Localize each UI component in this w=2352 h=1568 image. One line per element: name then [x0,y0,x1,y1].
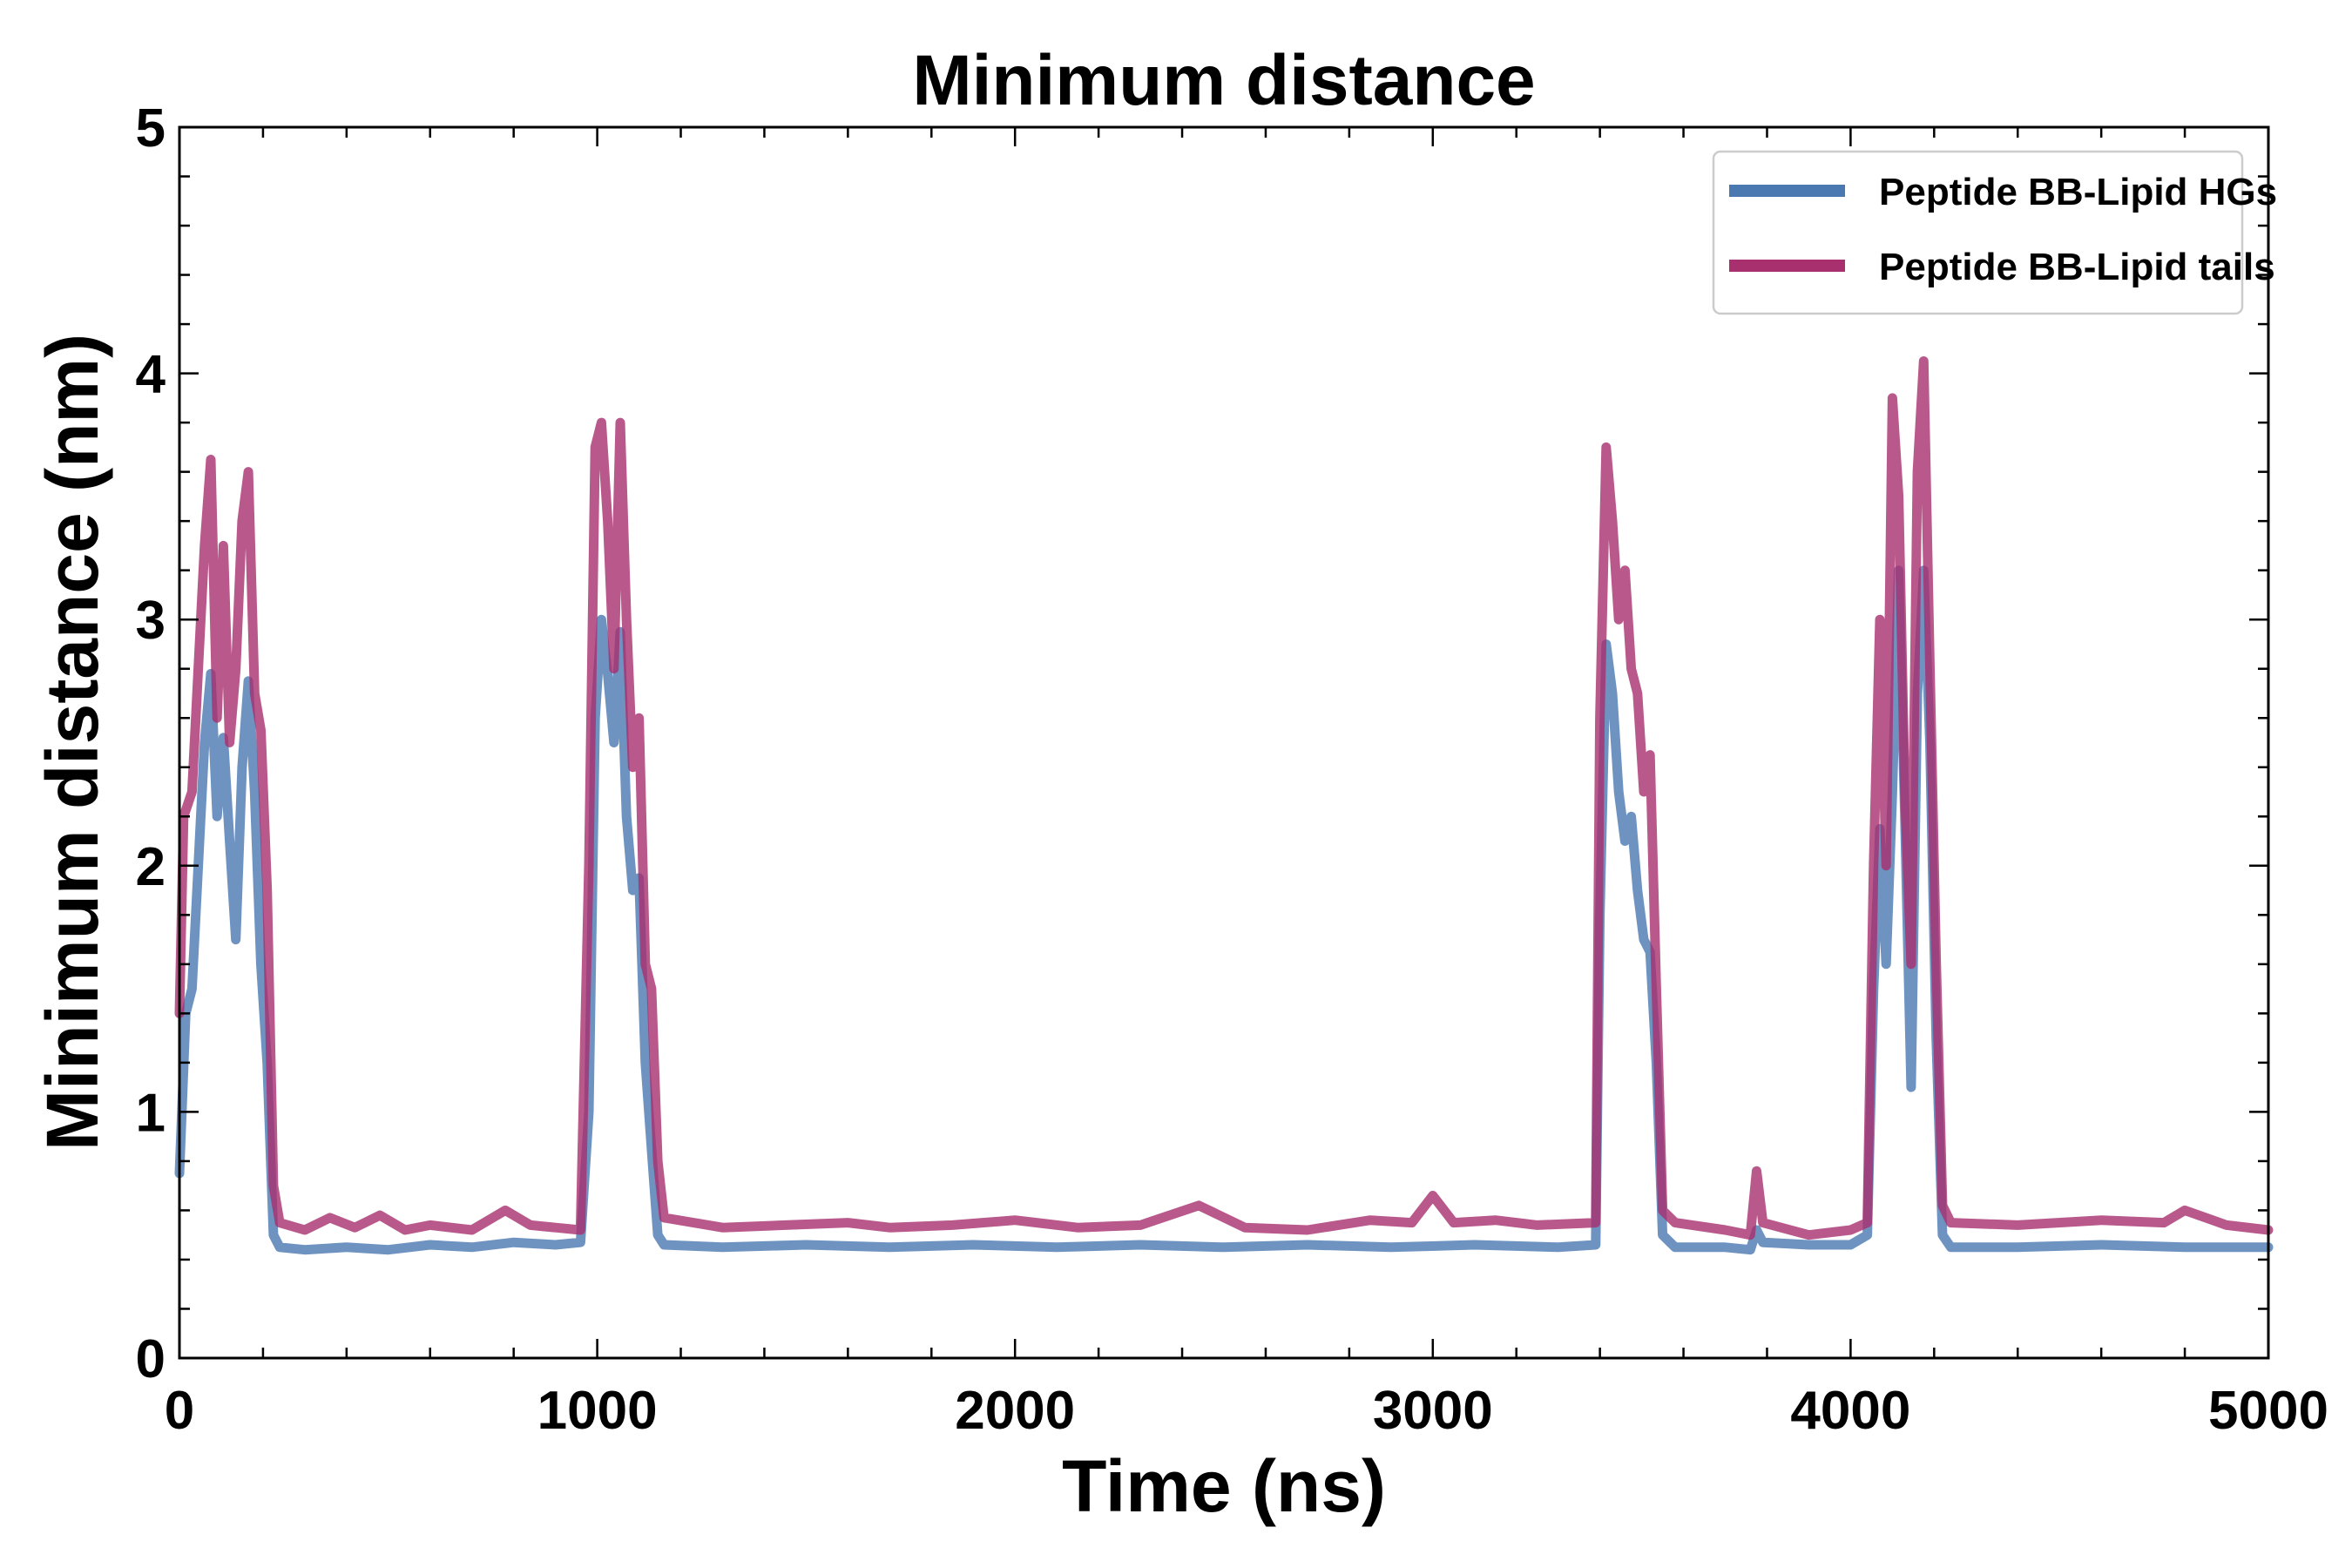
legend-frame [1712,150,2244,315]
y-tick-label: 0 [136,1329,166,1389]
x-tick-label: 3000 [1373,1381,1493,1441]
legend-label-tails: Peptide BB-Lipid tails [1879,246,2275,288]
x-tick-label: 4000 [1790,1381,1910,1441]
plot-frame [178,125,2270,1360]
chart-title: Minimum distance [912,41,1535,120]
x-tick-label: 0 [165,1381,194,1441]
legend-label-hgs: Peptide BB-Lipid HGs [1879,171,2277,213]
x-tick-label: 5000 [2208,1381,2328,1441]
x-tick-label: 1000 [537,1381,658,1441]
y-tick-label: 5 [136,98,166,159]
y-tick-label: 4 [136,345,166,405]
x-tick-labels: 0 1000 2000 3000 4000 5000 [165,1381,2328,1441]
series-line-hgs [174,565,2274,1255]
y-tick-label: 3 [136,591,166,651]
series-line-tails [174,356,2274,1240]
legend: Peptide BB-Lipid HGs Peptide BB-Lipid ta… [1712,150,2277,315]
x-axis-label: Time (ns) [1062,1445,1386,1527]
x-tick-label: 2000 [955,1381,1075,1441]
y-tick-label: 2 [136,837,166,897]
y-axis-label: Minimum distance (nm) [31,334,113,1151]
series-layer [174,356,2274,1255]
y-tick-labels: 0 1 2 3 4 5 [136,98,166,1389]
y-tick-label: 1 [136,1083,166,1143]
